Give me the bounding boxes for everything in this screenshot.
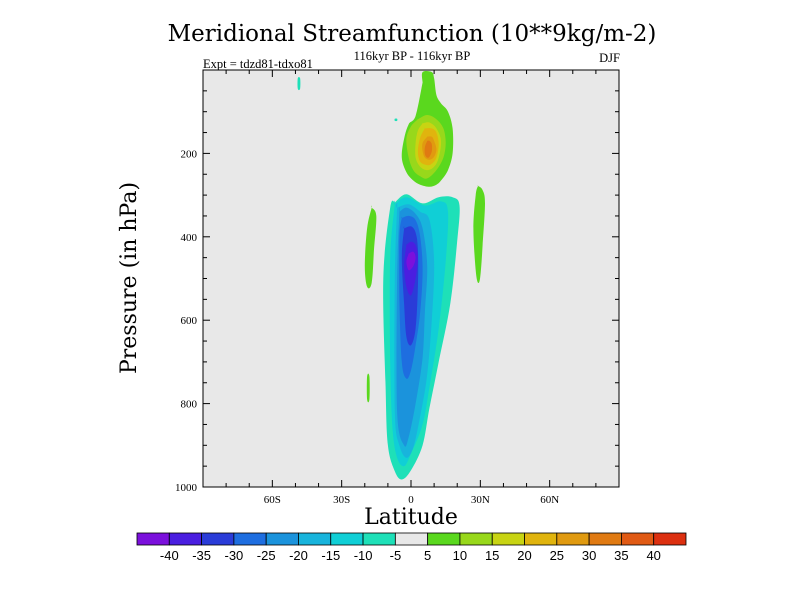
colorbar-label: -20 (289, 548, 308, 563)
colorbar-label: -40 (160, 548, 179, 563)
colorbar-swatch (265, 532, 299, 546)
x-tick-label: 30S (333, 494, 350, 506)
colorbar-swatch (136, 532, 170, 546)
colorbar-label: 40 (646, 548, 660, 563)
y-tick-label: 600 (181, 315, 198, 327)
colorbar-label: -10 (354, 548, 373, 563)
x-axis-label: Latitude (364, 505, 458, 530)
x-tick-label: 30N (471, 494, 490, 506)
colorbar-swatch (168, 532, 202, 546)
northern-cell-plus30 (424, 140, 433, 158)
colorbar: -40 -35 -30 -25 -20 -15 -10 -5 5 10 15 20 25 30 35 40 (136, 532, 687, 563)
colorbar-swatch (427, 532, 461, 546)
y-tick-label: 400 (181, 232, 198, 244)
subtitle-left: Expt = tdzd81-tdxo81 (203, 57, 313, 71)
colorbar-label: -5 (390, 548, 402, 563)
colorbar-label: 20 (517, 548, 531, 563)
colorbar-swatch (330, 532, 364, 546)
southern-cell-minus40 (406, 251, 416, 271)
colorbar-label: -35 (192, 548, 211, 563)
left-strip-plus5 (364, 205, 377, 289)
contour-layer (297, 70, 485, 480)
subtitle-right: DJF (599, 51, 620, 65)
colorbar-label: 30 (582, 548, 596, 563)
colorbar-swatch (524, 532, 558, 546)
colorbar-label: -25 (257, 548, 276, 563)
x-tick-label: 60S (264, 494, 281, 506)
colorbar-label: 15 (485, 548, 499, 563)
y-tick-label: 800 (181, 399, 198, 411)
colorbar-label: 25 (550, 548, 564, 563)
blip-minus5-top (297, 77, 301, 91)
right-strip-plus5 (473, 185, 485, 284)
subtitle-center: 116kyr BP - 116kyr BP (354, 49, 471, 63)
colorbar-swatch (201, 532, 235, 546)
colorbar-swatch (362, 532, 396, 546)
colorbar-swatch (653, 532, 687, 546)
y-tick-label: 200 (181, 148, 198, 160)
colorbar-label: 10 (453, 548, 467, 563)
colorbar-label: 5 (424, 548, 431, 563)
colorbar-label: -30 (225, 548, 244, 563)
blip-minus5-small (394, 118, 398, 122)
colorbar-swatch (233, 532, 267, 546)
y-tick-label: 1000 (175, 482, 198, 494)
colorbar-swatch (556, 532, 590, 546)
chart-title: Meridional Streamfunction (10**9kg/m-2) (168, 21, 657, 47)
x-tick-label: 60N (540, 494, 559, 506)
colorbar-label: 35 (614, 548, 628, 563)
blip-plus5-low (366, 373, 370, 403)
colorbar-swatch (588, 532, 622, 546)
y-axis-label: Pressure (in hPa) (117, 182, 142, 374)
colorbar-swatch (621, 532, 655, 546)
colorbar-swatch (491, 532, 525, 546)
colorbar-swatch (394, 532, 429, 546)
colorbar-label: -15 (321, 548, 340, 563)
colorbar-swatch (298, 532, 332, 546)
x-tick-label: 0 (408, 494, 414, 506)
colorbar-swatch (459, 532, 493, 546)
axis-ticks: 60S 30S 0 30N 60N 200 400 600 800 1000 (175, 70, 619, 506)
